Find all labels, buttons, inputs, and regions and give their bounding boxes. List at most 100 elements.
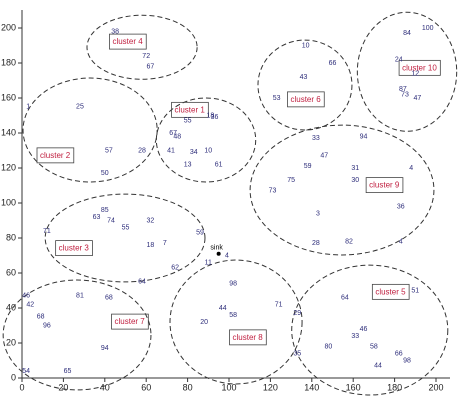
x-tick-label: 40 — [100, 382, 110, 392]
cluster-boundary — [22, 77, 158, 183]
node-label: 81 — [76, 293, 84, 300]
node-label: 59 — [304, 163, 312, 170]
node-label: 85 — [101, 207, 109, 214]
node-label: 10 — [302, 42, 310, 49]
node-label: 28 — [312, 240, 320, 247]
node-label: 84 — [403, 30, 411, 37]
sink-label: sink — [210, 245, 223, 252]
node-label: 29 — [293, 310, 301, 317]
node-label: 59 — [196, 230, 204, 237]
cluster-boundary — [249, 124, 435, 256]
node-label: 98 — [403, 357, 411, 364]
node-label: 48 — [173, 133, 181, 140]
cluster-label-box — [55, 240, 93, 257]
node-label: 13 — [184, 161, 192, 168]
cluster-boundary — [257, 39, 353, 131]
node-label: 64 — [138, 279, 146, 286]
node-label: 12 — [411, 70, 419, 77]
node-label: 44 — [219, 305, 227, 312]
x-tick-label: 200 — [428, 382, 443, 392]
cluster-boundary — [44, 193, 206, 283]
node-label: 25 — [76, 104, 84, 111]
node-label: 42 — [26, 301, 34, 308]
node-label: 72 — [142, 53, 150, 60]
x-tick-label: 80 — [183, 382, 193, 392]
node-label: 100 — [422, 25, 434, 32]
y-tick-label: 180 — [1, 57, 16, 67]
node-label: 20 — [200, 319, 208, 326]
cluster-label-box — [229, 329, 267, 346]
node-label: 62 — [171, 265, 179, 272]
node-label: 98 — [229, 280, 237, 287]
x-tick-label: 140 — [304, 382, 319, 392]
node-label: 43 — [300, 74, 308, 81]
node-label: 33 — [351, 333, 359, 340]
node-label: 11 — [205, 259, 212, 266]
node-label: 33 — [312, 135, 320, 142]
node-label: 58 — [370, 343, 378, 350]
node-label: 24 — [395, 56, 403, 63]
node-label: 36 — [397, 203, 405, 210]
node-label: 35 — [293, 350, 301, 357]
node-label: 80 — [324, 343, 332, 350]
node-label: 66 — [329, 60, 337, 67]
cluster-label: cluster 10 — [402, 63, 437, 72]
cluster-boundary — [291, 264, 449, 396]
x-tick-label: 160 — [346, 382, 361, 392]
node-label: 65 — [64, 368, 72, 375]
y-tick-label: 0 — [11, 372, 16, 382]
node-label: 30 — [351, 177, 359, 184]
node-label: 51 — [411, 287, 419, 294]
y-tick-label: 120 — [1, 162, 16, 172]
node-label: 75 — [287, 177, 295, 184]
node-label: 87 — [399, 86, 407, 93]
node-label: 71 — [43, 228, 51, 235]
node-label: 41 — [167, 147, 175, 154]
y-tick-label: 60 — [6, 267, 16, 277]
node-label: 74 — [107, 217, 115, 224]
node-label: 47 — [413, 95, 421, 102]
cluster-boundary — [155, 97, 257, 183]
cluster-label: cluster 7 — [115, 317, 146, 326]
cluster-label: cluster 6 — [290, 95, 321, 104]
node-label: 10 — [204, 147, 212, 154]
node-label: 82 — [345, 238, 353, 245]
x-tick-label: 120 — [263, 382, 278, 392]
cluster-boundary — [356, 11, 458, 132]
node-label: 54 — [22, 368, 30, 375]
y-tick-label: 140 — [1, 127, 16, 137]
x-tick-label: 100 — [221, 382, 236, 392]
cluster-boundary — [2, 279, 152, 391]
y-tick-label: 80 — [6, 232, 16, 242]
cluster-label-box — [109, 33, 147, 50]
node-label: 61 — [215, 161, 223, 168]
node-label: 38 — [111, 28, 119, 35]
node-label: 67 — [169, 130, 177, 137]
node-label: 68 — [105, 294, 113, 301]
x-tick-label: 60 — [141, 382, 151, 392]
cluster-boundary — [169, 259, 303, 385]
node-label: 64 — [341, 294, 349, 301]
node-label: 63 — [93, 214, 101, 221]
cluster-label-box — [371, 283, 410, 300]
node-label: 67 — [146, 63, 154, 70]
y-tick-label: 20 — [6, 337, 16, 347]
node-label: 4 — [399, 238, 403, 245]
cluster-label: cluster 5 — [375, 287, 406, 296]
x-tick-label: 0 — [19, 382, 24, 392]
node-label: 50 — [101, 170, 109, 177]
node-label: 73 — [269, 188, 277, 195]
cluster-label-box — [365, 177, 404, 194]
node-label: 71 — [275, 301, 283, 308]
node-label: 66 — [395, 350, 403, 357]
node-label: 46 — [360, 326, 368, 333]
y-tick-label: 100 — [1, 197, 16, 207]
node-label: 36 — [211, 114, 219, 121]
cluster-label: cluster 1 — [175, 105, 206, 114]
cluster-label: cluster 9 — [369, 181, 400, 190]
x-tick-label: 180 — [387, 382, 402, 392]
cluster-boundary — [86, 14, 198, 80]
node-label: 32 — [146, 217, 154, 224]
node-label: 55 — [184, 118, 192, 125]
